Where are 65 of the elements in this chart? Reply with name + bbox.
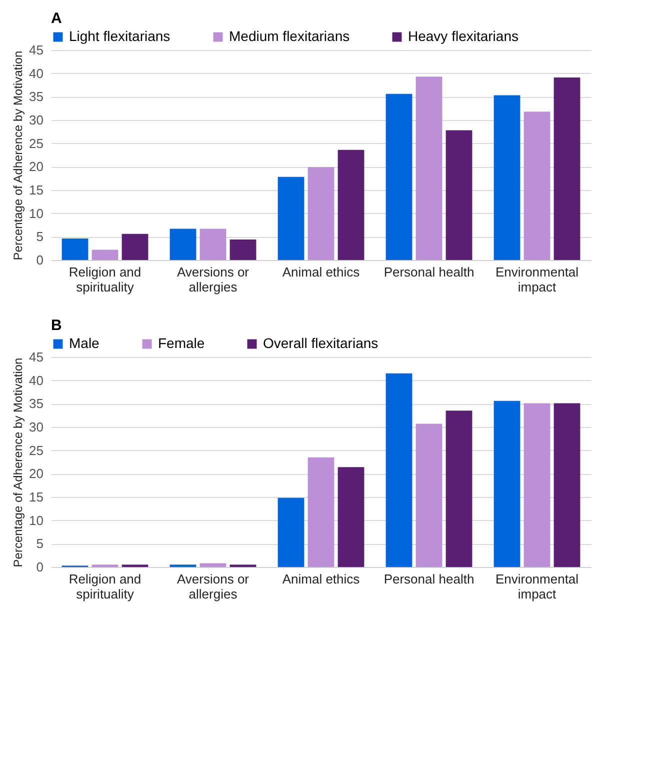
bar [554, 78, 580, 260]
bar [524, 112, 550, 260]
legend-label: Male [69, 335, 100, 351]
y-tick-label: 35 [29, 396, 44, 412]
bar [62, 238, 88, 260]
y-tick-label: 45 [29, 42, 44, 58]
y-tick-label: 40 [29, 372, 44, 388]
bar [494, 400, 520, 567]
y-tick-label: 35 [29, 89, 44, 104]
bar [446, 130, 472, 260]
y-tick-label: 15 [29, 490, 44, 504]
bar [308, 457, 334, 567]
bar [338, 150, 364, 260]
bar [200, 563, 226, 567]
bar [200, 228, 226, 260]
y-tick-label: 30 [29, 112, 44, 128]
bar [278, 176, 304, 260]
bar [170, 228, 196, 260]
bar [230, 239, 256, 260]
bar [338, 467, 364, 567]
y-tick-label: 30 [29, 420, 44, 434]
legend-label: Light flexitarians [69, 28, 170, 44]
legend-label: Heavy flexitarians [408, 28, 518, 44]
y-tick-label: 5 [36, 229, 44, 244]
bar [554, 403, 580, 567]
y-tick-label: 20 [29, 159, 44, 174]
bar [308, 167, 334, 260]
y-tick-label: 0 [36, 252, 44, 268]
x-tick-label: Aversions or allergies [176, 572, 250, 602]
bar [524, 403, 550, 567]
bar [122, 234, 148, 260]
legend-label: Female [158, 335, 205, 351]
y-tick-label: 0 [36, 560, 44, 574]
y-axis-title: Percentage of Adherence by Motivation [11, 358, 26, 568]
bar [416, 76, 442, 260]
bar [278, 498, 304, 567]
x-tick-label: Personal health [384, 264, 474, 280]
bar [92, 250, 118, 260]
x-tick-label: Environmental impact [495, 264, 579, 294]
x-tick-label: Animal ethics [282, 572, 360, 586]
y-tick-label: 15 [29, 182, 44, 198]
chart-title: B [51, 317, 62, 334]
x-tick-label: Religion and spirituality [68, 572, 142, 602]
y-tick-label: 40 [29, 66, 44, 81]
x-tick-label: Environmental impact [495, 572, 579, 602]
y-tick-label: 10 [29, 512, 44, 528]
y-tick-label: 10 [29, 206, 44, 221]
y-tick-label: 20 [29, 466, 44, 482]
bar [386, 373, 412, 567]
bar [416, 424, 442, 567]
legend-label: Overall flexitarians [263, 335, 378, 351]
chart-title: A [51, 10, 62, 27]
x-tick-label: Religion and spirituality [68, 264, 142, 294]
bar [446, 410, 472, 567]
x-tick-label: Personal health [384, 572, 474, 586]
x-tick-label: Aversions or allergies [176, 264, 250, 294]
y-tick-label: 45 [29, 350, 44, 364]
bar [386, 94, 412, 260]
x-tick-label: Animal ethics [282, 264, 360, 280]
y-tick-label: 5 [36, 536, 44, 552]
y-tick-label: 25 [29, 136, 44, 151]
y-tick-label: 25 [29, 442, 44, 458]
bar [494, 95, 520, 260]
y-axis-title: Percentage of Adherence by Motivation [11, 50, 26, 260]
legend-label: Medium flexitarians [229, 28, 350, 44]
